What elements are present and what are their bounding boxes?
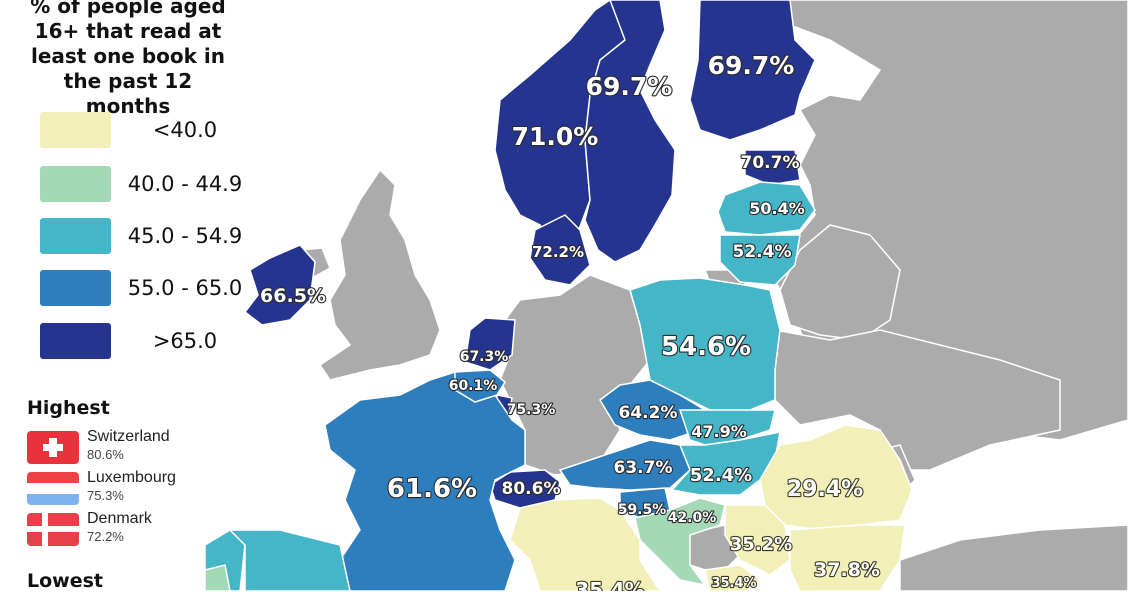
great-britain (318, 168, 441, 381)
highest-item-2: Luxembourg 75.3% (27, 469, 227, 509)
value-latvia: 50.4% (749, 199, 805, 218)
value-serbia: 35.2% (730, 534, 792, 555)
title-line-1: % of people aged (30, 0, 226, 18)
value-switzerland: 80.6% (502, 479, 561, 499)
legend-swatch (40, 218, 111, 254)
finland-shape (689, 0, 816, 141)
legend-label: 55.0 - 65.0 (127, 276, 243, 300)
value-labels: 71.0% 69.7% 69.7% 70.7% 50.4% 52.4% 72.2… (259, 50, 881, 591)
highest-country: Luxembourg (87, 469, 176, 486)
ireland-shape (243, 244, 316, 326)
highest-value: 72.2% (87, 529, 124, 544)
luxembourg-flag-icon (27, 472, 79, 505)
tier-45-55 (204, 181, 816, 591)
value-romania: 29.4% (787, 477, 863, 502)
value-norway: 71.0% (512, 122, 599, 151)
value-hungary: 52.4% (690, 465, 752, 486)
bulgaria-shape (789, 524, 906, 591)
legend-swatch (40, 166, 111, 202)
legend-item-55-65: 55.0 - 65.0 (40, 270, 242, 308)
legend-item-under-40: <40.0 (40, 112, 240, 150)
value-netherlands: 67.3% (460, 349, 509, 365)
title-line-2: 16+ that read at (34, 19, 222, 43)
lowest-heading: Lowest (27, 570, 103, 592)
tier-40-45 (204, 497, 726, 591)
switzerland-flag-icon (27, 431, 79, 464)
value-italy: 35.4% (575, 578, 644, 591)
denmark-shape (529, 214, 591, 286)
value-croatia: 42.0% (668, 510, 717, 526)
legend-item-40-45: 40.0 - 44.9 (40, 166, 242, 204)
value-montenegro: 35.4% (711, 576, 756, 591)
sweden-shape (584, 0, 676, 263)
highest-item-1: Switzerland 80.6% (27, 428, 227, 468)
legend-label: <40.0 (152, 118, 218, 142)
value-ireland: 66.5% (260, 285, 326, 307)
lithuania-shape (719, 234, 801, 286)
value-czechia: 64.2% (619, 403, 678, 423)
belgium-shape (454, 369, 506, 403)
value-slovakia: 47.9% (691, 422, 747, 441)
value-slovenia: 59.5% (618, 502, 667, 518)
highest-item-3: Denmark 72.2% (27, 510, 227, 550)
legend-label: 40.0 - 44.9 (127, 172, 243, 196)
value-lithuania: 52.4% (733, 242, 792, 262)
value-austria: 63.7% (614, 458, 673, 478)
montenegro-shape (704, 564, 762, 591)
highest-heading: Highest (27, 397, 110, 419)
legend-panel: % of people aged 16+ that read at least … (0, 0, 250, 592)
caucasus-turkey (899, 524, 1128, 591)
value-denmark: 72.2% (532, 243, 584, 261)
value-france: 61.6% (387, 474, 477, 504)
legend-item-45-55: 45.0 - 54.9 (40, 218, 242, 256)
serbia-shape (724, 504, 791, 576)
value-bulgaria: 37.8% (814, 559, 880, 581)
estonia-shape (744, 149, 801, 186)
latvia-shape (717, 181, 816, 236)
spain-shape (228, 529, 351, 591)
slovakia-shape (678, 409, 776, 446)
belarus (779, 224, 901, 341)
legend-swatch (40, 323, 111, 359)
map-title: % of people aged 16+ that read at least … (22, 0, 234, 119)
portugal-north-shape (204, 564, 231, 591)
title-line-3: least one book in (30, 44, 225, 68)
value-finland: 69.7% (708, 51, 795, 80)
highest-value: 75.3% (87, 488, 124, 503)
value-belgium: 60.1% (449, 378, 498, 394)
tier-under-40 (509, 424, 913, 591)
highest-value: 80.6% (87, 447, 124, 462)
value-estonia: 70.7% (741, 153, 800, 173)
value-sweden: 69.7% (586, 72, 673, 101)
legend-label: 45.0 - 54.9 (127, 224, 243, 248)
denmark-flag-icon (27, 513, 79, 546)
highest-country: Switzerland (87, 428, 170, 445)
switzerland-shape (489, 469, 561, 509)
legend-item-over-65: >65.0 (40, 323, 240, 361)
tier-over-65 (243, 0, 816, 509)
netherlands-shape (464, 317, 516, 371)
italy-shape (509, 497, 661, 591)
poland-shape (629, 277, 781, 411)
highest-country: Denmark (87, 510, 152, 527)
ukraine (774, 329, 1061, 471)
legend-swatch (40, 112, 111, 148)
value-luxembourg: 75.3% (507, 402, 556, 418)
croatia-shape (634, 497, 726, 587)
legend-label: >65.0 (152, 329, 218, 353)
legend-swatch (40, 270, 111, 306)
value-poland: 54.6% (661, 332, 751, 362)
